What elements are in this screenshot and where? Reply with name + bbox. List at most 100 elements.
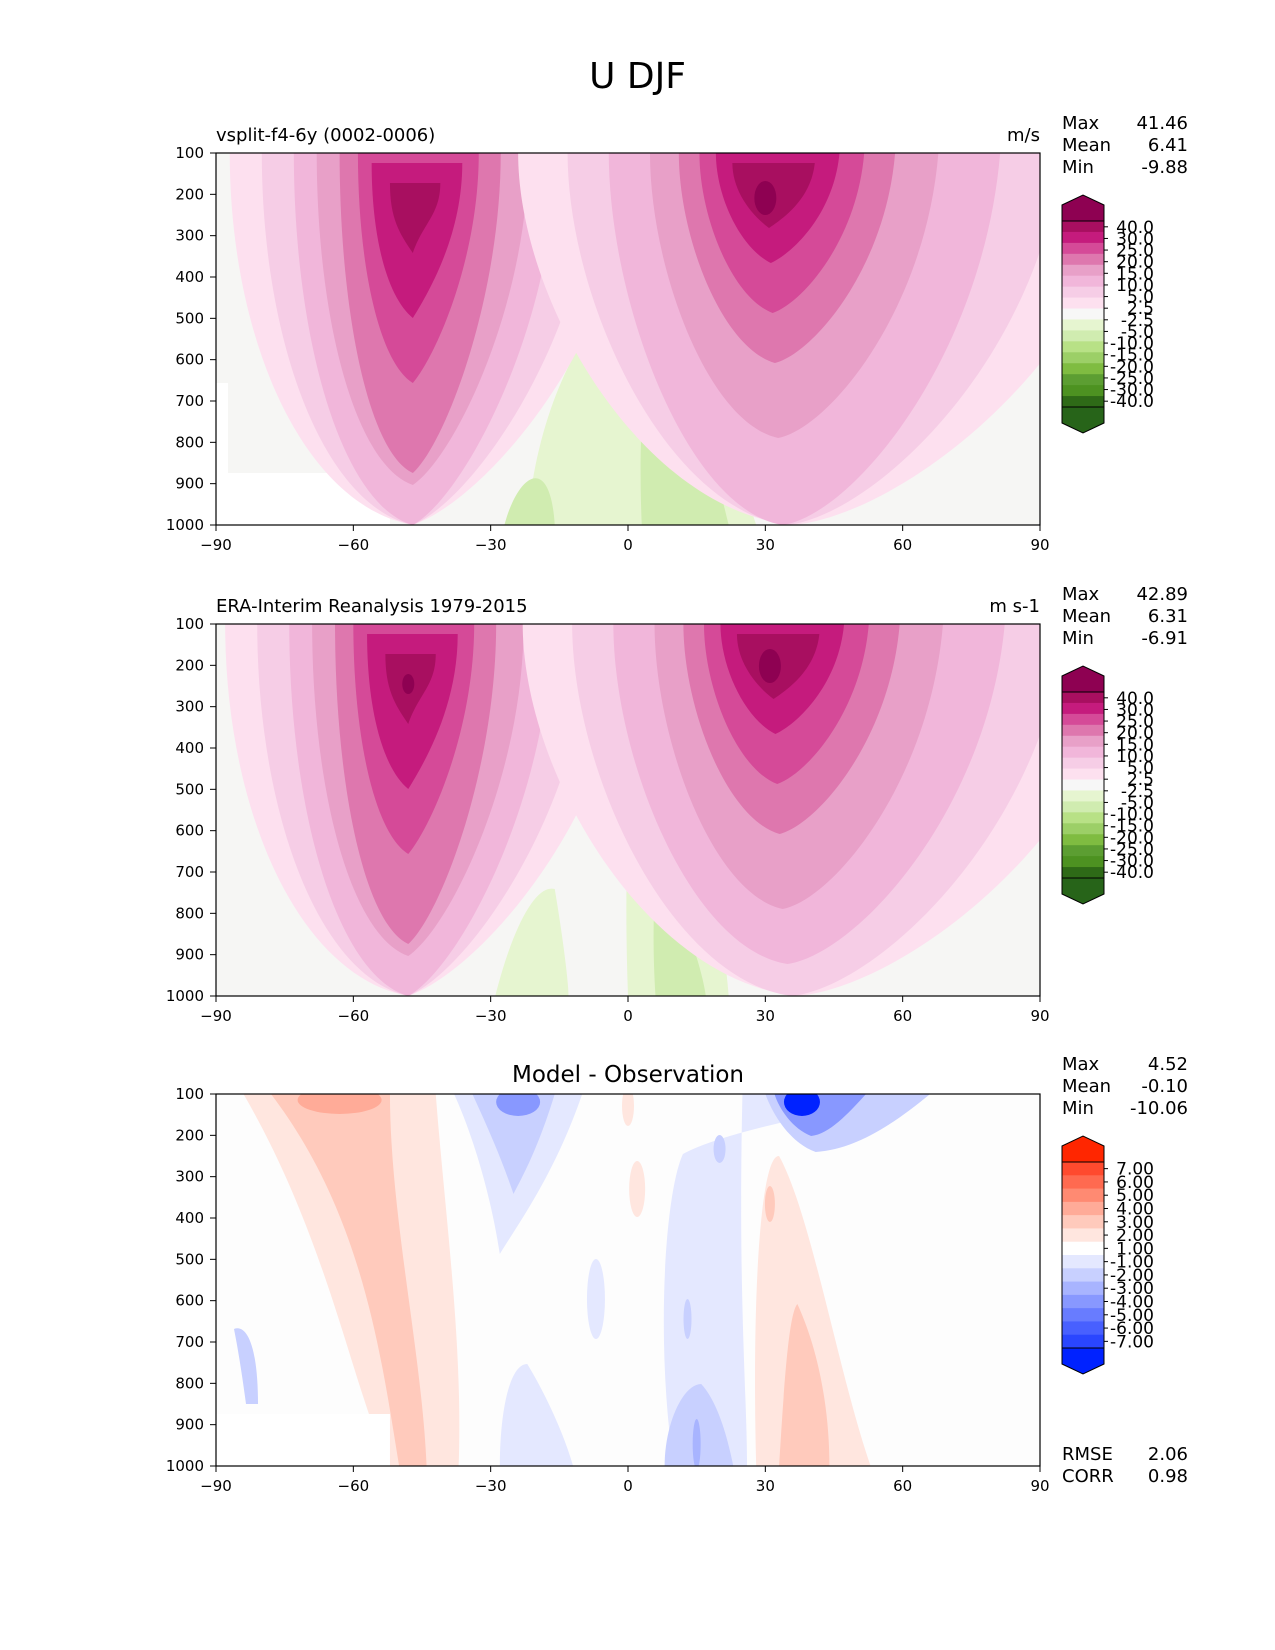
negative-edge-south [234,1328,258,1404]
diff-colorbar-swatch [1062,1294,1104,1309]
diff-colorbar-tick-label: -7.00 [1110,1332,1154,1352]
field-colorbar-swatch [1062,319,1104,331]
diff-colorbar-swatch [1062,1268,1104,1283]
field-colorbar-swatch [1062,242,1104,255]
field-colorbar-tick-label: -5.0 [1121,322,1154,342]
y-tick-label: 900 [175,946,204,964]
field-colorbar-frame [1061,220,1105,408]
y-tick-label: 1000 [166,516,204,534]
stat-value: 4.52 [1148,1054,1188,1075]
y-tick-label: 300 [175,227,204,245]
diff-colorbar-tick-label: 5.00 [1116,1186,1154,1206]
stat-label: CORR [1062,1466,1114,1487]
field-colorbar-swatch [1062,768,1104,781]
diff-colorbar-tick-label: -1.00 [1110,1253,1154,1273]
stat-label: RMSE [1062,1444,1113,1465]
field-colorbar-tick-label: -40.0 [1110,863,1154,883]
y-tick-label: 1000 [166,987,204,1005]
diff-colorbar-swatch [1062,1241,1104,1256]
diff-colorbar-tick-label: -2.00 [1110,1266,1154,1286]
y-tick-label: 600 [175,1292,204,1310]
diff-colorbar-tick-label: 4.00 [1116,1200,1154,1220]
field-colorbar-tick-label: -10.0 [1110,334,1154,354]
field-colorbar-swatch [1062,692,1104,704]
positive-band-core [270,1094,427,1466]
diff-colorbar-swatch [1062,1321,1104,1336]
diff-colorbar-tick-label: 3.00 [1116,1213,1154,1233]
y-tick-label: 300 [175,1168,204,1186]
field-colorbar-swatch [1062,845,1104,857]
field-colorbar-tick-label: -20.0 [1110,357,1154,377]
y-tick-label: 700 [175,863,204,881]
northern-jet-core [754,181,777,215]
positive-maximum [297,1094,382,1114]
x-tick-label: 90 [1030,1007,1049,1025]
diff-colorbar-swatch [1062,1215,1104,1229]
positive-spot [764,1186,775,1222]
contour-field [216,624,1040,996]
southern-jet-contour [389,183,441,253]
field-colorbar-swatch [1062,352,1104,364]
negative-spot-upper [713,1135,726,1163]
diff-colorbar-frame [1061,1161,1105,1349]
y-tick-label: 400 [175,268,204,286]
stat-value: -0.10 [1141,1076,1188,1097]
field-colorbar-tick-label: 30.0 [1116,700,1154,720]
field-colorbar-swatch [1062,330,1104,342]
field-colorbar-tick-label: -25.0 [1110,369,1154,389]
field-colorbar-swatch [1062,264,1104,277]
contour-field [216,1094,1040,1466]
field-colorbar-swatch [1062,834,1104,846]
y-tick-label: 500 [175,309,204,327]
negative-band-south-low [499,1364,574,1466]
negative-band-tropics [663,1094,931,1466]
field-colorbar-tick-label: 10.0 [1116,747,1154,767]
y-tick-label: 400 [175,1209,204,1227]
field-colorbar-tick-label: 2.5 [1127,770,1154,790]
negative-maximum [496,1094,541,1116]
field-colorbar-swatch [1062,253,1104,266]
field-colorbar-max-extend [1061,665,1105,693]
y-tick-label: 600 [175,822,204,840]
y-tick-label: 700 [175,392,204,410]
field-colorbar-tick-label: 25.0 [1116,241,1154,261]
y-tick-label: 200 [175,185,204,203]
x-tick-label: 90 [1030,1477,1049,1495]
diff-colorbar-swatch [1062,1228,1104,1243]
stat-label: Min [1062,157,1094,178]
panel-units: m/s [1007,125,1040,146]
stat-value: 2.06 [1148,1444,1188,1465]
panel-units: m s-1 [989,596,1040,617]
stat-value: -10.06 [1130,1098,1188,1119]
y-tick-label: 600 [175,351,204,369]
field-colorbar-swatch [1062,221,1104,233]
y-tick-label: 200 [175,656,204,674]
field-colorbar-swatch [1062,867,1104,879]
stat-value: -9.88 [1141,157,1188,178]
easterly-core-south [504,478,555,525]
y-tick-label: 200 [175,1126,204,1144]
field-colorbar-swatch [1062,363,1104,375]
x-tick-label: −30 [475,536,507,554]
field-colorbar-swatch [1062,713,1104,726]
field-colorbar-tick-label: 5.0 [1127,759,1154,779]
negative-spot-mid [586,1259,605,1339]
field-colorbar-swatch [1062,801,1104,813]
y-tick-label: 900 [175,475,204,493]
field-colorbar-swatch [1062,823,1104,835]
y-tick-label: 500 [175,780,204,798]
x-tick-label: 90 [1030,536,1049,554]
x-tick-label: −30 [475,1007,507,1025]
diff-colorbar-swatch [1062,1308,1104,1322]
positive-spot-tropics [629,1161,646,1217]
field-colorbar-tick-label: 2.5 [1127,299,1154,319]
diff-colorbar-min-extend [1061,1347,1105,1375]
negative-spot-deep [692,1419,701,1466]
field-colorbar-tick-label: 25.0 [1116,712,1154,732]
easterly-region [495,888,569,996]
diff-colorbar-swatch [1062,1255,1104,1269]
